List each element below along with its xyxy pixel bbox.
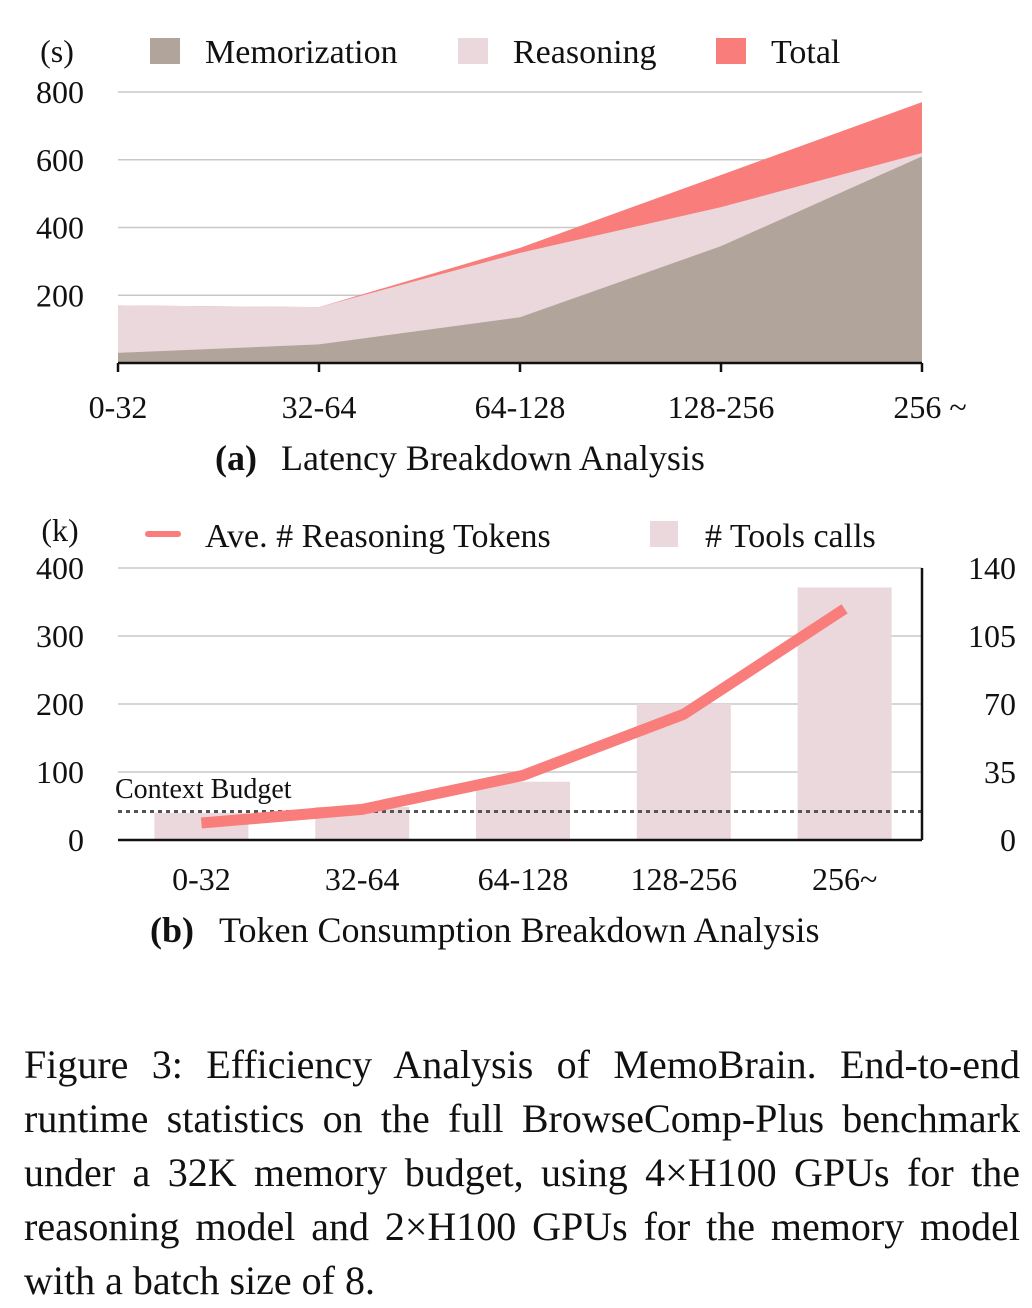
token-y-ticks-right: 0 35 70 105 140 [968, 550, 1016, 858]
latency-unit-label: (s) [40, 33, 74, 69]
legend-swatch-memorization [150, 38, 180, 64]
token-y2-tick-label: 35 [984, 754, 1016, 790]
token-chart: (k) Ave. # Reasoning Tokens # Tools call… [36, 512, 1016, 950]
token-y-tick-label: 200 [36, 686, 84, 722]
token-x-tick-label: 256~ [812, 861, 877, 897]
token-y2-tick-label: 70 [984, 686, 1016, 722]
tool-call-bar [476, 781, 570, 840]
token-x-tick-label: 128-256 [630, 861, 737, 897]
legend-label-memorization: Memorization [205, 34, 398, 71]
legend-swatch-total [716, 38, 746, 64]
token-y-tick-label: 100 [36, 754, 84, 790]
legend-label-tool-calls: # Tools calls [705, 518, 876, 555]
token-caption-letter: (b) [150, 910, 194, 950]
latency-x-tick-label: 0-32 [89, 389, 148, 425]
legend-label-reasoning-tokens: Ave. # Reasoning Tokens [205, 518, 551, 555]
token-y2-tick-label: 105 [968, 618, 1016, 654]
area-memorization [118, 156, 922, 363]
latency-y-tick-label: 800 [36, 74, 84, 110]
figure-canvas: (s) Memorization Reasoning Total 200 400 6… [36, 33, 1016, 950]
latency-y-tick-label: 200 [36, 277, 84, 313]
context-budget-label: Context Budget [115, 774, 292, 805]
latency-y-tick-label: 600 [36, 142, 84, 178]
latency-x-ticks: 0-32 32-64 64-128 128-256 256 ~ [89, 363, 967, 425]
token-y-tick-label: 400 [36, 550, 84, 586]
latency-y-ticks: 200 400 600 800 [36, 74, 84, 313]
reasoning-tokens-line [200, 604, 848, 829]
latency-x-tick-label: 64-128 [475, 389, 566, 425]
legend-swatch-tool-calls [650, 521, 678, 547]
token-y-ticks-left: 0 100 200 300 400 [36, 550, 84, 858]
latency-caption-letter: (a) [215, 438, 257, 478]
figure-caption: Figure 3: Efficiency Analysis of MemoBra… [24, 1042, 1020, 1303]
legend-swatch-reasoning [458, 38, 488, 64]
token-axes [118, 568, 924, 842]
latency-chart-title: Latency Breakdown Analysis [281, 438, 705, 478]
latency-x-tick-label: 32-64 [282, 389, 357, 425]
token-y-tick-label: 0 [68, 822, 84, 858]
token-y-tick-label: 300 [36, 618, 84, 654]
latency-x-tick-label: 256 ~ [893, 389, 966, 425]
token-x-ticks: 0-32 32-64 64-128 128-256 256~ [172, 861, 877, 897]
token-x-tick-label: 32-64 [325, 861, 400, 897]
latency-x-tick-label: 128-256 [668, 389, 775, 425]
legend-label-total: Total [771, 34, 840, 71]
token-y2-tick-label: 0 [1000, 822, 1016, 858]
latency-chart: (s) Memorization Reasoning Total 200 400 6… [36, 33, 967, 478]
token-x-tick-label: 0-32 [172, 861, 231, 897]
legend-label-reasoning: Reasoning [513, 34, 657, 71]
token-chart-title: Token Consumption Breakdown Analysis [219, 910, 819, 950]
token-unit-label: (k) [41, 512, 78, 548]
token-y2-tick-label: 140 [968, 550, 1016, 586]
token-x-tick-label: 64-128 [478, 861, 569, 897]
latency-y-tick-label: 400 [36, 210, 84, 246]
